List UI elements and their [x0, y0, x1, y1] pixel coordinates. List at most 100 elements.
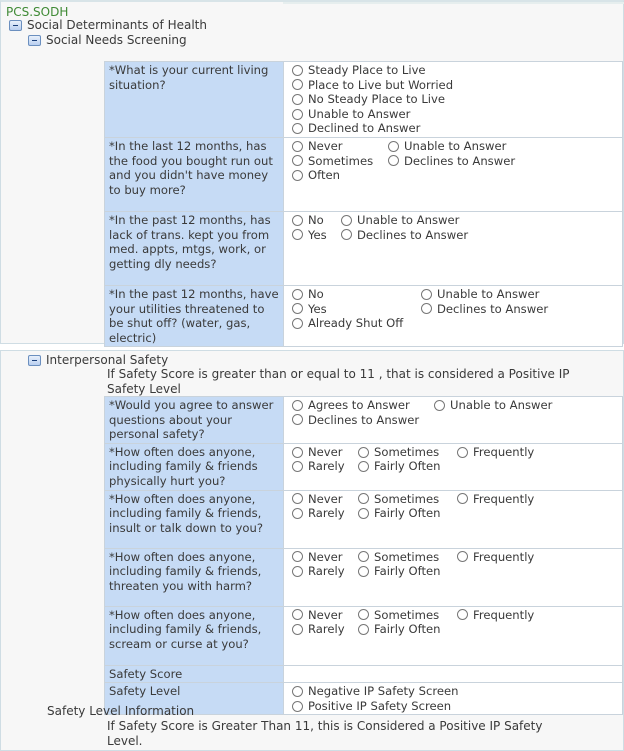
radio-button-icon[interactable] [292, 169, 303, 181]
radio-option[interactable]: Rarely [292, 459, 358, 474]
answer-cell: Steady Place to Live Place to Live but Wo… [283, 61, 623, 138]
radio-button-icon[interactable] [358, 507, 369, 519]
radio-option[interactable]: Often [292, 168, 388, 183]
radio-option[interactable]: Sometimes [358, 492, 457, 507]
radio-button-icon[interactable] [358, 565, 369, 577]
radio-option[interactable]: Rarely [292, 564, 358, 579]
radio-button-icon[interactable] [292, 108, 303, 120]
radio-option[interactable]: Never [292, 550, 358, 565]
radio-option[interactable]: Place to Live but Worried [292, 78, 614, 93]
radio-button-icon[interactable] [292, 155, 303, 167]
radio-button-icon[interactable] [292, 229, 303, 241]
radio-button-icon[interactable] [292, 414, 303, 426]
radio-button-icon[interactable] [358, 623, 369, 635]
radio-group: Never Sometimes Frequently Rarely Fairly Oft… [292, 608, 614, 637]
radio-option[interactable]: Unable to Answer [341, 213, 614, 228]
radio-button-icon[interactable] [292, 700, 303, 712]
radio-option[interactable]: Declines to Answer [341, 228, 614, 243]
question-label: Safety Level [104, 682, 284, 716]
radio-option[interactable]: Declines to Answer [421, 302, 614, 317]
radio-option[interactable]: Sometimes [358, 445, 457, 460]
radio-option[interactable]: Rarely [292, 506, 358, 521]
radio-button-icon[interactable] [292, 214, 303, 226]
radio-option[interactable]: Unable to Answer [292, 107, 614, 122]
radio-label: Rarely [308, 459, 345, 474]
radio-option[interactable]: Declines to Answer [388, 154, 614, 169]
radio-option[interactable]: Agrees to Answer [292, 398, 434, 413]
radio-button-icon[interactable] [292, 79, 303, 91]
radio-option[interactable]: Already Shut Off [292, 316, 421, 331]
radio-button-icon[interactable] [292, 609, 303, 621]
radio-option[interactable]: No [292, 287, 421, 302]
radio-button-icon[interactable] [292, 317, 303, 329]
radio-option[interactable]: Sometimes [292, 154, 388, 169]
radio-option[interactable]: Fairly Often [358, 622, 457, 637]
radio-option[interactable]: Yes [292, 302, 421, 317]
radio-option[interactable]: Steady Place to Live [292, 63, 614, 78]
radio-option[interactable]: Sometimes [358, 608, 457, 623]
radio-button-icon[interactable] [292, 551, 303, 563]
radio-option[interactable]: Yes [292, 228, 341, 243]
radio-option[interactable]: Unable to Answer [421, 287, 614, 302]
radio-option[interactable]: Unable to Answer [388, 139, 614, 154]
radio-option[interactable]: Rarely [292, 622, 358, 637]
radio-button-icon[interactable] [292, 140, 303, 152]
radio-button-icon[interactable] [341, 229, 352, 241]
radio-option[interactable]: Declines to Answer [292, 413, 434, 428]
radio-button-icon[interactable] [292, 288, 303, 300]
radio-button-icon[interactable] [388, 155, 399, 167]
radio-option[interactable]: Never [292, 139, 388, 154]
radio-option[interactable]: No [292, 213, 341, 228]
radio-option[interactable]: Declined to Answer [292, 121, 614, 136]
radio-option[interactable]: Frequently [457, 608, 614, 623]
radio-button-icon[interactable] [457, 446, 468, 458]
radio-button-icon[interactable] [358, 446, 369, 458]
radio-option[interactable]: Frequently [457, 492, 614, 507]
radio-option[interactable]: Frequently [457, 550, 614, 565]
radio-button-icon[interactable] [292, 565, 303, 577]
radio-button-icon[interactable] [341, 214, 352, 226]
question-row: *Would you agree to answer questions abo… [104, 396, 623, 444]
radio-button-icon[interactable] [292, 493, 303, 505]
radio-option[interactable]: Negative IP Safety Screen [292, 684, 614, 699]
radio-option[interactable]: Positive IP Safety Screen [292, 699, 614, 714]
radio-button-icon[interactable] [358, 461, 369, 473]
answer-cell: Never Sometimes Frequently Rarely Fairly Oft… [283, 489, 623, 549]
radio-button-icon[interactable] [292, 446, 303, 458]
radio-option[interactable]: Sometimes [358, 550, 457, 565]
radio-button-icon[interactable] [358, 609, 369, 621]
radio-option[interactable]: Never [292, 608, 358, 623]
radio-button-icon[interactable] [292, 685, 303, 697]
radio-button-icon[interactable] [292, 507, 303, 519]
radio-button-icon[interactable] [388, 140, 399, 152]
radio-button-icon[interactable] [457, 551, 468, 563]
collapse-icon[interactable] [9, 19, 22, 31]
radio-option[interactable]: Never [292, 492, 358, 507]
radio-button-icon[interactable] [292, 399, 303, 411]
radio-option[interactable]: Never [292, 445, 358, 460]
radio-button-icon[interactable] [434, 399, 445, 411]
radio-button-icon[interactable] [421, 288, 432, 300]
radio-option[interactable]: Fairly Often [358, 506, 457, 521]
radio-option[interactable]: Fairly Often [358, 564, 457, 579]
collapse-icon[interactable] [28, 354, 41, 366]
radio-button-icon[interactable] [292, 123, 303, 135]
radio-label: Declines to Answer [437, 301, 549, 316]
radio-option[interactable]: Fairly Often [358, 459, 457, 474]
radio-button-icon[interactable] [421, 303, 432, 315]
answer-cell[interactable] [283, 664, 623, 684]
radio-button-icon[interactable] [457, 493, 468, 505]
collapse-icon[interactable] [28, 34, 41, 46]
radio-button-icon[interactable] [358, 493, 369, 505]
radio-button-icon[interactable] [457, 609, 468, 621]
radio-button-icon[interactable] [292, 303, 303, 315]
radio-option[interactable]: Unable to Answer [434, 398, 614, 413]
radio-label: Unable to Answer [404, 138, 507, 153]
radio-option[interactable]: No Steady Place to Live [292, 92, 614, 107]
radio-button-icon[interactable] [292, 64, 303, 76]
radio-button-icon[interactable] [358, 551, 369, 563]
radio-option[interactable]: Frequently [457, 445, 614, 460]
radio-button-icon[interactable] [292, 623, 303, 635]
radio-button-icon[interactable] [292, 461, 303, 473]
radio-button-icon[interactable] [292, 93, 303, 105]
